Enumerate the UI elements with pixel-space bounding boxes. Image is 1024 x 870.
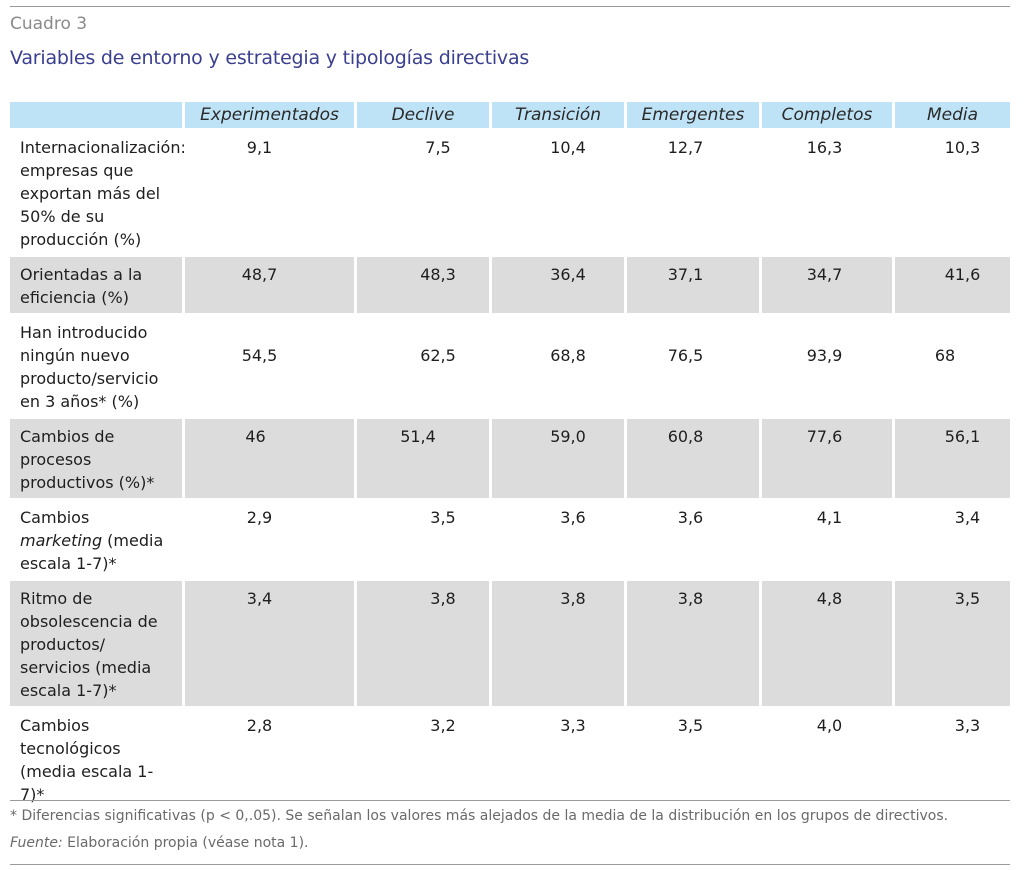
source-line: Fuente: Elaboración propia (véase nota 1… [10, 835, 308, 851]
cell-value: 68,8 [492, 313, 627, 417]
cell-value: 3,6 [492, 498, 627, 579]
row-label: Han introducido ningún nuevo producto/se… [10, 313, 185, 417]
table-row: Orientadas a la eficiencia (%) 48,7 48,3… [10, 255, 1010, 313]
cell-value: 54,5 [185, 313, 357, 417]
top-rule [10, 6, 1010, 7]
cell-value: 46 [185, 417, 357, 498]
cell-value: 4,0 [762, 706, 895, 810]
cell-value: 60,8 [627, 417, 762, 498]
cell-value: 34,7 [762, 255, 895, 313]
header-row: Experimentados Declive Transición Emerge… [10, 102, 1010, 128]
header-cell-emergentes: Emergentes [627, 102, 762, 128]
cell-value: 3,8 [492, 579, 627, 706]
cell-value: 68 [895, 313, 1010, 417]
cell-value: 3,5 [627, 706, 762, 810]
footer-rule [10, 800, 1010, 801]
cell-value: 16,3 [762, 128, 895, 255]
cell-value: 3,8 [357, 579, 492, 706]
cell-value: 59,0 [492, 417, 627, 498]
cell-value: 4,1 [762, 498, 895, 579]
cell-value: 56,1 [895, 417, 1010, 498]
row-label: Cambios tecnológicos (media escala 1-7)* [10, 706, 185, 810]
table-row: Internacionalización: empresas que expor… [10, 128, 1010, 255]
cell-value: 9,1 [185, 128, 357, 255]
table-row: Han introducido ningún nuevo producto/se… [10, 313, 1010, 417]
cell-value: 37,1 [627, 255, 762, 313]
bottom-rule [10, 864, 1010, 865]
cell-value: 3,4 [895, 498, 1010, 579]
source-label: Fuente: [10, 835, 63, 851]
cell-value: 4,8 [762, 579, 895, 706]
table-caption: Cuadro 3 [10, 14, 88, 34]
cell-value: 41,6 [895, 255, 1010, 313]
row-label: Orientadas a la eficiencia (%) [10, 255, 185, 313]
header-cell-blank [10, 102, 185, 128]
cell-value: 3,5 [895, 579, 1010, 706]
row-label: Ritmo de obsolescencia de productos/ ser… [10, 579, 185, 706]
table-row: Cambios tecnológicos (media escala 1-7)*… [10, 706, 1010, 810]
cell-value: 2,8 [185, 706, 357, 810]
header-cell-experimentados: Experimentados [185, 102, 357, 128]
header-cell-media: Media [895, 102, 1010, 128]
cell-value: 3,3 [895, 706, 1010, 810]
header-cell-declive: Declive [357, 102, 492, 128]
row-label: Cambios de procesos productivos (%)* [10, 417, 185, 498]
cell-value: 10,4 [492, 128, 627, 255]
cell-value: 10,3 [895, 128, 1010, 255]
cell-value: 3,5 [357, 498, 492, 579]
cell-value: 3,2 [357, 706, 492, 810]
footnote: * Diferencias significativas (p < 0,.05)… [10, 808, 949, 824]
row-label: Internacionalización: empresas que expor… [10, 128, 186, 255]
source-text: Elaboración propia (véase nota 1). [62, 835, 309, 851]
cell-value: 51,4 [357, 417, 492, 498]
cell-value: 3,6 [627, 498, 762, 579]
header-cell-transicion: Transición [492, 102, 627, 128]
cell-value: 3,4 [185, 579, 357, 706]
row-label: Cambios marketing (media escala 1-7)* [10, 498, 185, 579]
cell-value: 3,3 [492, 706, 627, 810]
cell-value: 36,4 [492, 255, 627, 313]
table-row: Ritmo de obsolescencia de productos/ ser… [10, 579, 1010, 706]
cell-value: 62,5 [357, 313, 492, 417]
cell-value: 7,5 [357, 128, 492, 255]
cell-value: 93,9 [762, 313, 895, 417]
header-cell-completos: Completos [762, 102, 895, 128]
cell-value: 77,6 [762, 417, 895, 498]
data-table: Experimentados Declive Transición Emerge… [10, 102, 1010, 810]
cell-value: 76,5 [627, 313, 762, 417]
cell-value: 48,3 [357, 255, 492, 313]
table-title: Variables de entorno y estrategia y tipo… [10, 47, 530, 69]
table-row: Cambios de procesos productivos (%)* 46 … [10, 417, 1010, 498]
cell-value: 48,7 [185, 255, 357, 313]
table-row: Cambios marketing (media escala 1-7)* 2,… [10, 498, 1010, 579]
cell-value: 12,7 [627, 128, 762, 255]
cell-value: 3,8 [627, 579, 762, 706]
cell-value: 2,9 [185, 498, 357, 579]
